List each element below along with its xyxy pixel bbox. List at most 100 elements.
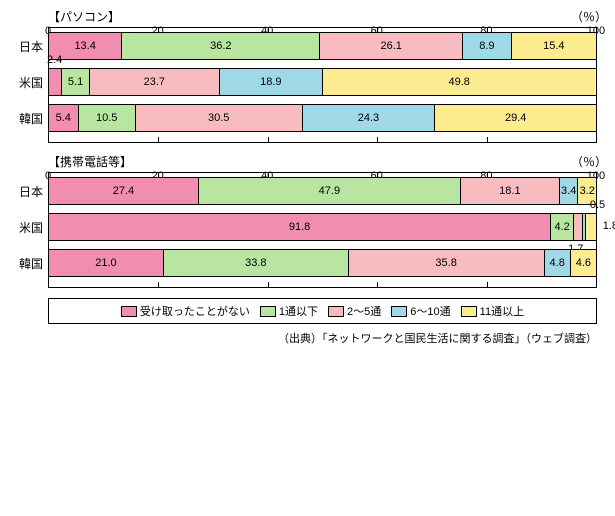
- bar-segment: 35.8: [349, 250, 545, 276]
- unit-label: （％）: [571, 8, 607, 25]
- segment-value: 5.1: [68, 76, 83, 88]
- bar-row: 米国2.45.123.718.949.8: [48, 64, 597, 100]
- segment-value: 4.6: [576, 257, 591, 269]
- bar-segment: 21.0: [49, 250, 164, 276]
- row-label: 韓国: [8, 255, 43, 272]
- bar-segment: 24.3: [303, 105, 436, 131]
- plot-area: 日本13.436.226.18.915.4米国2.45.123.718.949.…: [48, 27, 597, 143]
- segment-value: 36.2: [210, 40, 231, 52]
- chart-header: 【パソコン】 （％）: [8, 8, 607, 25]
- segment-value: 4.8: [550, 257, 565, 269]
- chart-block: 【携帯電話等】（％）020406080100日本27.447.918.13.43…: [8, 153, 607, 288]
- bar-row: 日本27.447.918.13.43.2: [48, 173, 597, 209]
- segment-value: 5.4: [56, 112, 71, 124]
- bar-segment: 26.1: [320, 33, 463, 59]
- bar-segment: 36.2: [122, 33, 320, 59]
- bar-segment: 3.4: [560, 178, 579, 204]
- legend-item: 2～5通: [328, 303, 381, 319]
- stacked-bar: 91.84.21.70.51.8: [48, 213, 597, 241]
- legend-label: 6～10通: [410, 303, 450, 319]
- bar-segment: 23.7: [90, 69, 220, 95]
- stacked-bar: 13.4 36.2 26.1 8.9 15.4: [48, 32, 597, 60]
- bar-segment: 5.4: [49, 105, 79, 131]
- bar-segment: 15.4: [512, 33, 596, 59]
- segment-value: 15.4: [543, 40, 564, 52]
- unit-label: （％）: [571, 153, 607, 170]
- segment-value: 0.5: [590, 199, 605, 211]
- plot-area: 日本27.447.918.13.43.2米国91.84.21.70.51.8韓国…: [48, 172, 597, 288]
- row-label: 米国: [8, 74, 43, 91]
- bar-segment: 18.1: [461, 178, 560, 204]
- bar-row: 韓国5.410.530.524.329.4: [48, 100, 597, 142]
- legend-swatch: [121, 306, 137, 317]
- row-label: 日本: [8, 183, 43, 200]
- legend-swatch: [391, 306, 407, 317]
- segment-value: 4.2: [554, 221, 569, 233]
- bar-segment: 2.4: [49, 69, 62, 95]
- segment-value: 3.2: [580, 185, 595, 197]
- chart-header: 【携帯電話等】 （％）: [8, 153, 607, 170]
- segment-value: 23.7: [144, 76, 165, 88]
- bar-row: 韓国21.033.835.84.84.6: [48, 245, 597, 287]
- bar-segment: 29.4: [435, 105, 596, 131]
- stacked-bar: 2.4 5.1 23.7 18.9 49.8: [48, 68, 597, 96]
- bar-segment: 47.9: [199, 178, 461, 204]
- bar-segment: 18.9: [220, 69, 323, 95]
- bar-segment: 10.5: [79, 105, 136, 131]
- segment-value: 33.8: [245, 257, 266, 269]
- chart-area: 020406080100日本13.436.226.18.915.4米国2.45.…: [48, 25, 597, 143]
- chart-block: 【パソコン】（％）020406080100日本13.436.226.18.915…: [8, 8, 607, 143]
- segment-value: 27.4: [113, 185, 134, 197]
- row-label: 日本: [8, 38, 43, 55]
- row-label: 韓国: [8, 110, 43, 127]
- row-label: 米国: [8, 219, 43, 236]
- segment-value: 30.5: [208, 112, 229, 124]
- bar-row: 米国91.84.21.70.51.8: [48, 209, 597, 245]
- chart-title: 【パソコン】: [48, 8, 120, 25]
- legend-swatch: [461, 306, 477, 317]
- segment-value: 49.8: [449, 76, 470, 88]
- bar-segment: 30.5: [136, 105, 303, 131]
- stacked-bar: 27.4 47.9 18.1 3.4 3.2: [48, 177, 597, 205]
- bar-segment: 1.8: [586, 214, 596, 240]
- bar-segment: 4.6: [571, 250, 596, 276]
- segment-value: 13.4: [74, 40, 95, 52]
- segment-value: 21.0: [95, 257, 116, 269]
- segment-value: 10.5: [96, 112, 117, 124]
- segment-value: 2.4: [47, 54, 62, 66]
- chart-title: 【携帯電話等】: [48, 153, 132, 170]
- segment-value: 35.8: [435, 257, 456, 269]
- bar-segment: 33.8: [164, 250, 349, 276]
- bar-segment: 49.8: [323, 69, 595, 95]
- segment-value: 3.4: [561, 185, 576, 197]
- legend-swatch: [328, 306, 344, 317]
- segment-value: 18.1: [499, 185, 520, 197]
- segment-value: 47.9: [319, 185, 340, 197]
- segment-value: 1.8: [603, 220, 615, 232]
- legend-item: 6～10通: [391, 303, 450, 319]
- bar-segment: 91.8: [49, 214, 551, 240]
- source-citation: （出典）「ネットワークと国民生活に関する調査」（ウェブ調査）: [8, 330, 597, 346]
- legend-label: 1通以下: [279, 303, 318, 319]
- segment-value: 26.1: [380, 40, 401, 52]
- bar-segment: 8.9: [463, 33, 512, 59]
- segment-value: 8.9: [479, 40, 494, 52]
- segment-value: 18.9: [260, 76, 281, 88]
- legend-swatch: [260, 306, 276, 317]
- legend-label: 2～5通: [347, 303, 381, 319]
- segment-value: 24.3: [358, 112, 379, 124]
- legend-label: 11通以上: [480, 303, 524, 319]
- legend-label: 受け取ったことがない: [140, 303, 250, 319]
- bar-segment: 4.2: [551, 214, 574, 240]
- bar-segment: 4.8: [545, 250, 571, 276]
- bar-segment: 1.7: [574, 214, 583, 240]
- segment-value: 29.4: [505, 112, 526, 124]
- legend-item: 受け取ったことがない: [121, 303, 250, 319]
- bar-segment: 27.4: [49, 178, 199, 204]
- segment-value: 91.8: [289, 221, 310, 233]
- stacked-bar: 5.4 10.5 30.5 24.3 29.4: [48, 104, 597, 132]
- bar-segment: 5.1: [62, 69, 90, 95]
- legend-item: 1通以下: [260, 303, 318, 319]
- legend: 受け取ったことがない 1通以下 2～5通 6～10通 11通以上: [48, 298, 597, 324]
- chart-area: 020406080100日本27.447.918.13.43.2米国91.84.…: [48, 170, 597, 288]
